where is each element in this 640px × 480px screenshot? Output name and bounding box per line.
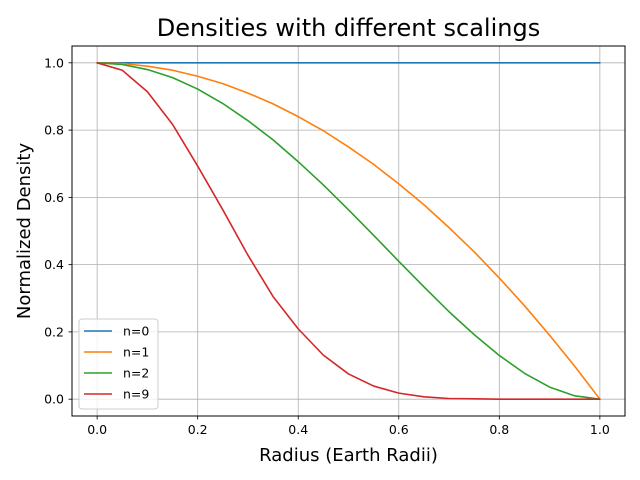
legend-label: n=1 — [123, 345, 149, 360]
series-line-n=2 — [96, 62, 601, 400]
x-tick-label: 0.6 — [389, 422, 409, 437]
y-tick-label: 0.0 — [44, 392, 64, 407]
y-axis-label: Normalized Density — [14, 143, 35, 320]
x-tick-label: 0.2 — [188, 422, 208, 437]
y-tick-label: 1.0 — [44, 55, 64, 70]
legend-label: n=0 — [123, 324, 149, 339]
y-tick-label: 0.4 — [44, 257, 64, 272]
x-tick-label: 0.8 — [489, 422, 509, 437]
x-axis-label: Radius (Earth Radii) — [259, 445, 438, 466]
legend-label: n=9 — [123, 387, 149, 402]
chart-title: Densities with different scalings — [157, 14, 540, 42]
x-tick-label: 0.0 — [87, 422, 107, 437]
legend-box — [78, 318, 159, 410]
legend-label: n=2 — [123, 366, 149, 381]
series-line-n=1 — [96, 62, 601, 400]
ticks: 0.0 0.2 0.4 0.6 0.8 1.0 0.0 0.2 0.4 0.6 0.8 1.0 — [44, 55, 610, 437]
plot-frame — [71, 45, 626, 417]
x-tick-label: 0.4 — [288, 422, 308, 437]
y-tick-label: 0.8 — [44, 123, 64, 138]
legend: n=0 n=1 n=2 n=9 — [78, 318, 159, 410]
series-layer — [96, 62, 601, 400]
y-tick-label: 0.2 — [44, 324, 64, 339]
x-tick-label: 1.0 — [590, 422, 610, 437]
y-tick-label: 0.6 — [44, 190, 64, 205]
series-line-n=9 — [96, 62, 601, 400]
